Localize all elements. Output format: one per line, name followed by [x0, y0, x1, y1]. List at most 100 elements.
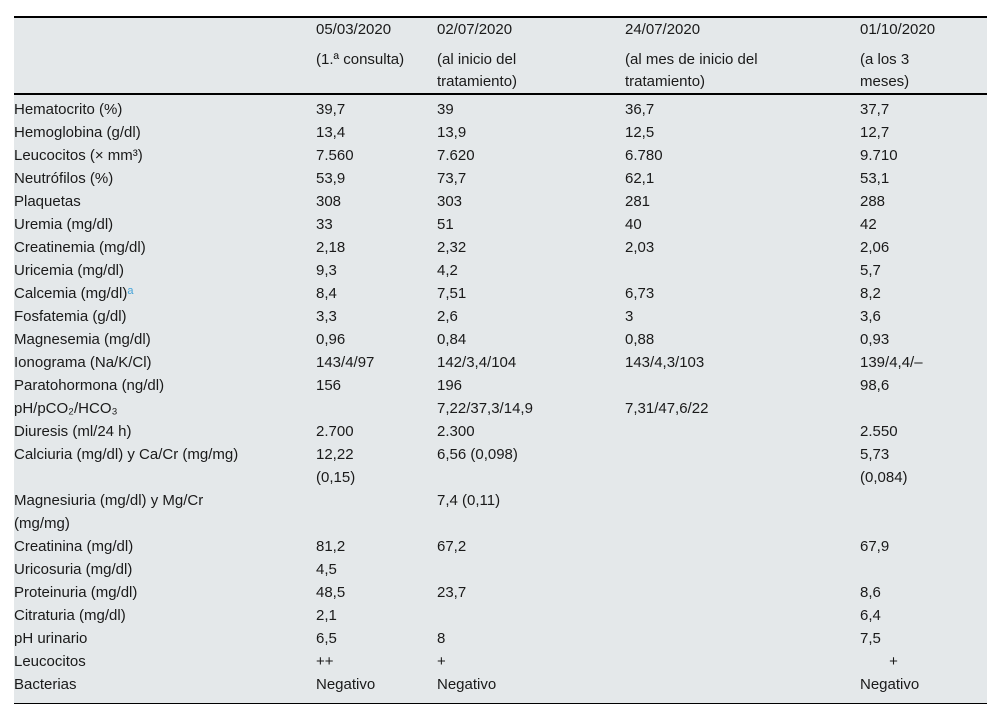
cell-value: 81,2 — [316, 538, 346, 555]
cell-value: 7,22/37,3/14,9 — [437, 400, 533, 417]
cell-value: 98,6 — [860, 377, 890, 394]
cell-value: 5,73 (0,084) — [860, 446, 908, 486]
cell-value: 8,6 — [860, 584, 881, 601]
cell-value — [625, 443, 860, 489]
column-note: (1.ª consulta) — [316, 51, 405, 68]
cell-value: + — [860, 653, 898, 670]
row-label: Leucocitos (× mm³) — [14, 147, 143, 164]
cell-value — [860, 558, 987, 581]
table-row: Ionograma (Na/K/Cl) 143/4/97 142/3,4/104 14… — [14, 351, 987, 374]
cell-value — [316, 397, 437, 420]
cell-value: 36,7 — [625, 101, 655, 118]
cell-value: 143/4,3/103 — [625, 354, 705, 371]
row-label: Calciuria (mg/dl) y Ca/Cr (mg/mg) — [14, 446, 239, 463]
cell-value: 13,4 — [316, 124, 346, 141]
cell-value: 0,93 — [860, 331, 890, 348]
column-note: (al mes de inicio del tratamiento) — [625, 51, 758, 90]
table-row: Magnesemia (mg/dl) 0,96 0,84 0,88 0,93 — [14, 328, 987, 351]
cell-value — [625, 650, 860, 673]
column-date: 24/07/2020 — [625, 21, 701, 38]
cell-value — [625, 489, 860, 535]
cell-value: 40 — [625, 216, 642, 233]
row-label: Leucocitos — [14, 653, 86, 670]
cell-value: 0,96 — [316, 331, 346, 348]
table-row: Plaquetas 308 303 281 288 — [14, 190, 987, 213]
header-empty-cell — [14, 17, 316, 94]
table-row: Leucocitos (× mm³) 7.560 7.620 6.780 9.710 — [14, 144, 987, 167]
cell-value: 42 — [860, 216, 877, 233]
cell-value: 2,03 — [625, 239, 655, 256]
cell-value: 2.550 — [860, 423, 898, 440]
cell-value: 2,1 — [316, 607, 337, 624]
table-row: Neutrófilos (%) 53,9 73,7 62,1 53,1 — [14, 167, 987, 190]
table-row: Creatinemia (mg/dl) 2,18 2,32 2,03 2,06 — [14, 236, 987, 259]
cell-value: 2.700 — [316, 423, 354, 440]
column-header: 02/07/2020 (al inicio del tratamiento) — [437, 17, 625, 94]
cell-value: 39 — [437, 101, 454, 118]
column-note: (a los 3 meses) — [860, 51, 910, 90]
cell-value: ++ — [316, 653, 334, 670]
cell-value: 7,51 — [437, 285, 467, 302]
row-label: Bacterias — [14, 676, 77, 693]
cell-value: 8 — [437, 630, 446, 647]
row-label: Fosfatemia (g/dl) — [14, 308, 127, 325]
cell-value: 2.300 — [437, 423, 475, 440]
table-row: Citraturia (mg/dl) 2,1 6,4 — [14, 604, 987, 627]
header-row: 05/03/2020 (1.ª consulta) 02/07/2020 (al in… — [14, 17, 987, 94]
row-label: pH urinario — [14, 630, 88, 647]
cell-value: 51 — [437, 216, 454, 233]
cell-value: 67,2 — [437, 538, 467, 555]
column-date: 02/07/2020 — [437, 21, 513, 38]
cell-value: 37,7 — [860, 101, 890, 118]
cell-value — [625, 535, 860, 558]
cell-value: 7.560 — [316, 147, 354, 164]
cell-value: 6,4 — [860, 607, 881, 624]
cell-value: 53,9 — [316, 170, 346, 187]
row-label: Ionograma (Na/K/Cl) — [14, 354, 152, 371]
cell-value: 2,6 — [437, 308, 458, 325]
cell-value: 7,5 — [860, 630, 881, 647]
cell-value: 73,7 — [437, 170, 467, 187]
cell-value: 281 — [625, 193, 651, 210]
cell-value: 7,4 (0,11) — [437, 492, 501, 509]
cell-value — [625, 374, 860, 397]
row-label: Creatinemia (mg/dl) — [14, 239, 146, 256]
cell-value: 4,2 — [437, 262, 458, 279]
cell-value: 8,2 — [860, 285, 881, 302]
cell-value: Negativo — [860, 676, 920, 693]
column-date: 01/10/2020 — [860, 21, 936, 38]
cell-value — [625, 627, 860, 650]
cell-value: + — [437, 653, 446, 670]
cell-value — [860, 397, 987, 420]
cell-value: 0,88 — [625, 331, 655, 348]
cell-value: 8,4 — [316, 285, 337, 302]
cell-value: 2,06 — [860, 239, 890, 256]
cell-value: 2,32 — [437, 239, 467, 256]
lab-results-table: 05/03/2020 (1.ª consulta) 02/07/2020 (al in… — [14, 16, 987, 704]
table-row: Uremia (mg/dl) 33 51 40 42 — [14, 213, 987, 236]
row-label: Uremia (mg/dl) — [14, 216, 114, 233]
table-row: Uricosuria (mg/dl) 4,5 — [14, 558, 987, 581]
column-header: 01/10/2020 (a los 3 meses) — [860, 17, 987, 94]
table-row: Uricemia (mg/dl) 9,3 4,2 5,7 — [14, 259, 987, 282]
cell-value: 142/3,4/104 — [437, 354, 517, 371]
row-label: Plaquetas — [14, 193, 81, 210]
row-label: Magnesiuria (mg/dl) y Mg/Cr (mg/mg) — [14, 492, 204, 532]
cell-value: 9.710 — [860, 147, 898, 164]
row-label: Hemoglobina (g/dl) — [14, 124, 141, 141]
row-label: Citraturia (mg/dl) — [14, 607, 126, 624]
cell-value: 139/4,4/– — [860, 354, 923, 371]
cell-value: 3,3 — [316, 308, 337, 325]
cell-value: 6,56 (0,098) — [437, 446, 518, 463]
table-row: Diuresis (ml/24 h) 2.700 2.300 2.550 — [14, 420, 987, 443]
table-row: Hemoglobina (g/dl) 13,4 13,9 12,5 12,7 — [14, 121, 987, 144]
cell-value: 308 — [316, 193, 342, 210]
column-header: 24/07/2020 (al mes de inicio del tratamie… — [625, 17, 860, 94]
cell-value: 7,31/47,6/22 — [625, 400, 709, 417]
table-row: Hematocrito (%) 39,7 39 36,7 37,7 — [14, 94, 987, 121]
table-body: Hematocrito (%) 39,7 39 36,7 37,7 Hemoglobina… — [14, 94, 987, 704]
row-label: Calcemia (mg/dl)a — [14, 285, 134, 302]
row-label: Proteinuria (mg/dl) — [14, 584, 138, 601]
table-row: Leucocitos ++ + + — [14, 650, 987, 673]
